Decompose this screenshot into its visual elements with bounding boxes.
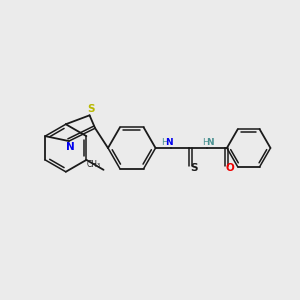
Text: S: S	[87, 104, 94, 114]
Text: O: O	[226, 163, 234, 173]
Text: S: S	[190, 163, 198, 173]
Text: N: N	[66, 142, 74, 152]
Text: H: H	[161, 138, 168, 147]
Text: N: N	[206, 138, 214, 147]
Text: CH₃: CH₃	[86, 160, 100, 169]
Text: H: H	[202, 138, 208, 147]
Text: N: N	[166, 138, 173, 147]
